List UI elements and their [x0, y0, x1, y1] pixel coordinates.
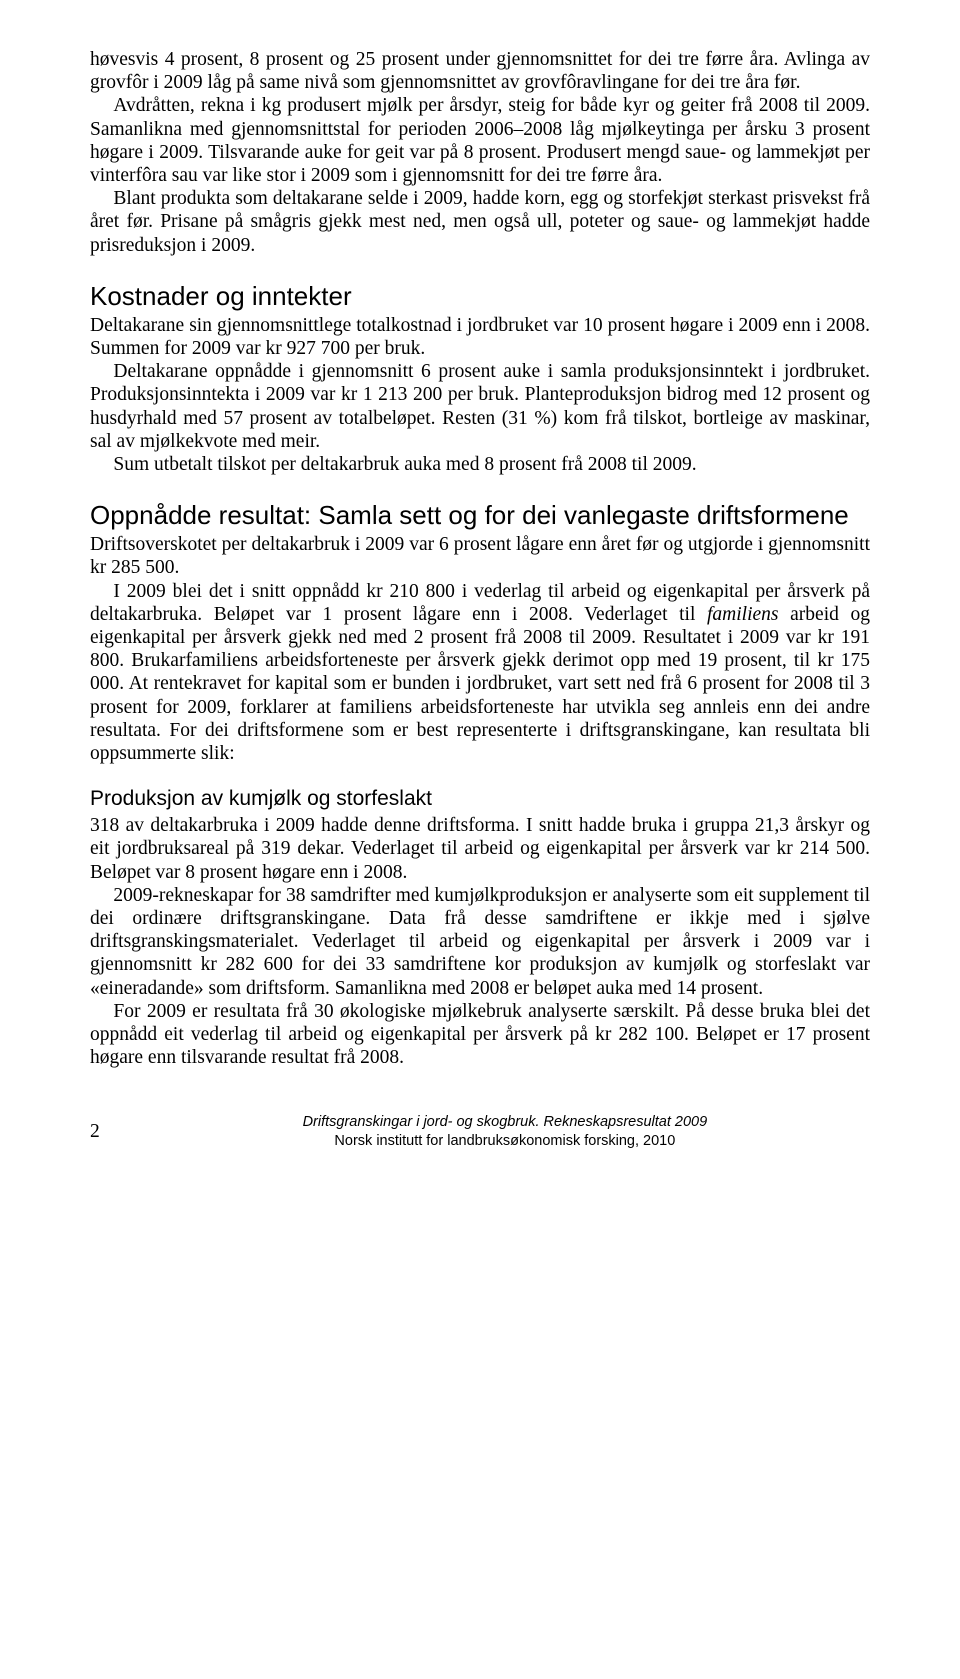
- body-paragraph: Blant produkta som deltakarane selde i 2…: [90, 187, 870, 257]
- body-paragraph: 318 av deltakarbruka i 2009 hadde denne …: [90, 814, 870, 884]
- body-paragraph: Deltakarane oppnådde i gjennomsnitt 6 pr…: [90, 360, 870, 453]
- body-paragraph: Driftsoverskotet per deltakarbruk i 2009…: [90, 533, 870, 579]
- page-footer: 2 Driftsgranskingar i jord- og skogbruk.…: [90, 1113, 870, 1149]
- document-page: høvesvis 4 prosent, 8 prosent og 25 pros…: [0, 0, 960, 1180]
- body-paragraph: høvesvis 4 prosent, 8 prosent og 25 pros…: [90, 48, 870, 94]
- subsection-heading-milk: Produksjon av kumjølk og storfeslakt: [90, 787, 870, 812]
- body-paragraph: Deltakarane sin gjennomsnittlege totalko…: [90, 314, 870, 360]
- text-run: arbeid og eigenkapital per årsverk gjekk…: [90, 604, 870, 764]
- body-paragraph: Avdråtten, rekna i kg produsert mjølk pe…: [90, 94, 870, 187]
- footer-text: Driftsgranskingar i jord- og skogbruk. R…: [140, 1113, 870, 1149]
- page-number: 2: [90, 1120, 100, 1149]
- section-heading-costs: Kostnader og inntekter: [90, 281, 870, 312]
- footer-title: Driftsgranskingar i jord- og skogbruk. R…: [140, 1113, 870, 1131]
- body-paragraph: 2009-rekneskapar for 38 samdrifter med k…: [90, 884, 870, 1000]
- body-paragraph: Sum utbetalt tilskot per deltakarbruk au…: [90, 453, 870, 476]
- emphasis-familiens: familiens: [707, 604, 779, 625]
- section-heading-results: Oppnådde resultat: Samla sett og for dei…: [90, 500, 870, 531]
- footer-publisher: Norsk institutt for landbruksøkonomisk f…: [140, 1132, 870, 1150]
- body-paragraph: I 2009 blei det i snitt oppnådd kr 210 8…: [90, 580, 870, 766]
- body-paragraph: For 2009 er resultata frå 30 økologiske …: [90, 1000, 870, 1070]
